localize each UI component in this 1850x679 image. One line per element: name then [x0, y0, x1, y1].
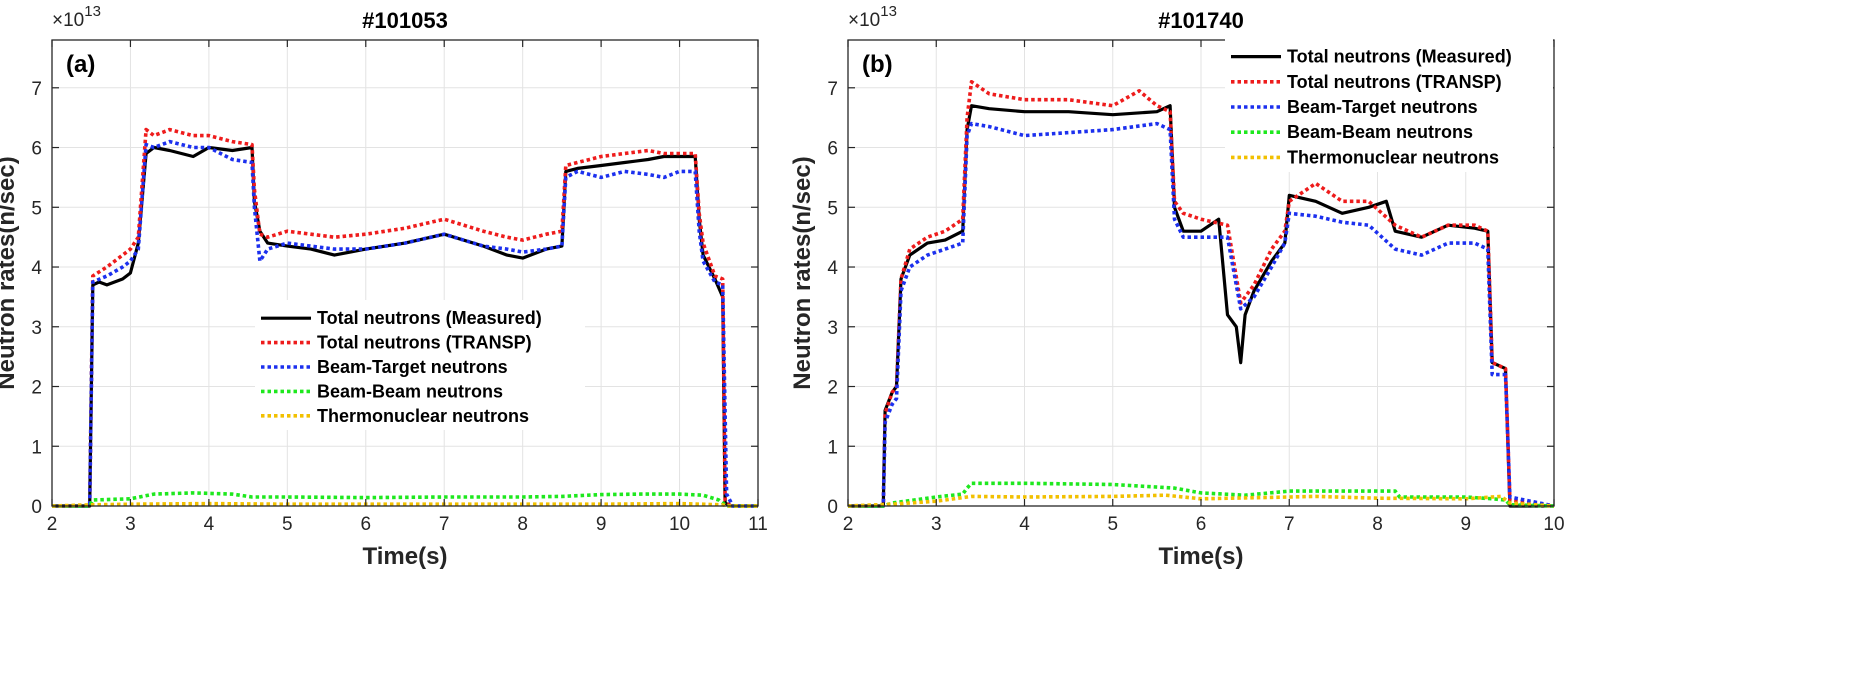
series-line-beam-beam-neutrons — [848, 481, 1555, 508]
x-axis-label: Time(s) — [1159, 543, 1244, 570]
x-tick-label: 10 — [669, 514, 690, 535]
panel-a: 2 3 4 5 6 7 8 9 10 11 0 1 2 3 4 5 6 7 ×1013 #101053 (a) Time(… — [0, 3, 768, 570]
panel-label: (b) — [862, 51, 893, 78]
y-axis-label: Neutron rates(n/sec) — [0, 156, 20, 389]
y-exponent-label: ×1013 — [52, 3, 101, 31]
y-tick-label: 4 — [827, 258, 838, 279]
y-exponent-power: 13 — [880, 3, 897, 20]
x-tick-label: 3 — [931, 514, 942, 535]
series-line-beam-beam-neutrons — [52, 491, 758, 508]
y-tick-label: 3 — [31, 318, 42, 339]
y-tick-label: 1 — [31, 437, 42, 458]
y-exponent-power: 13 — [84, 3, 101, 20]
legend-entry-total-neutrons-transp: Total neutrons (TRANSP) — [317, 333, 532, 353]
y-exponent-base: ×10 — [52, 10, 84, 31]
series-line-total-neutrons-measured — [848, 104, 1554, 508]
y-tick-label: 2 — [31, 378, 42, 399]
y-tick-label: 7 — [827, 79, 838, 100]
x-tick-label: 7 — [1284, 514, 1295, 535]
x-tick-label: 5 — [1107, 514, 1118, 535]
legend-entry-thermonuclear-neutrons: Thermonuclear neutrons — [1287, 147, 1499, 167]
x-tick-label: 2 — [47, 514, 58, 535]
legend-entry-total-neutrons-measured: Total neutrons (Measured) — [317, 308, 542, 328]
y-tick-label: 3 — [827, 318, 838, 339]
y-exponent-label: ×1013 — [848, 3, 897, 31]
x-tick-label: 2 — [843, 514, 854, 535]
x-tick-label: 10 — [1543, 514, 1564, 535]
y-tick-label: 5 — [31, 198, 42, 219]
legend-entry-total-neutrons-measured: Total neutrons (Measured) — [1287, 47, 1512, 67]
legend-entry-beam-target-neutrons: Beam-Target neutrons — [317, 357, 508, 377]
x-tick-label: 11 — [748, 514, 768, 535]
y-tick-label: 5 — [827, 198, 838, 219]
legend-entry-thermonuclear-neutrons: Thermonuclear neutrons — [317, 406, 529, 426]
x-axis-label: Time(s) — [363, 543, 448, 570]
y-tick-label: 1 — [827, 437, 838, 458]
x-tick-label: 6 — [360, 514, 371, 535]
legend-background — [1225, 38, 1553, 172]
x-tick-label: 4 — [1019, 514, 1030, 535]
legend: Total neutrons (Measured) Total neutrons … — [255, 300, 585, 430]
legend: Total neutrons (Measured) Total neutrons … — [1225, 38, 1553, 172]
x-tick-label: 8 — [1372, 514, 1383, 535]
y-axis-label: Neutron rates(n/sec) — [789, 156, 816, 389]
x-tick-label: 9 — [596, 514, 607, 535]
legend-entry-beam-beam-neutrons: Beam-Beam neutrons — [317, 381, 503, 401]
y-tick-label: 0 — [827, 497, 838, 518]
series-line-beam-target-neutrons — [848, 121, 1555, 508]
y-exponent-base: ×10 — [848, 10, 880, 31]
x-tick-label: 5 — [282, 514, 293, 535]
x-tick-label: 9 — [1460, 514, 1471, 535]
chart-title: #101740 — [1158, 8, 1244, 33]
series-line-thermonuclear-neutrons — [847, 493, 1555, 508]
series-line-total-neutrons-transp — [848, 80, 1555, 508]
plot-area — [52, 40, 758, 506]
y-tick-label: 6 — [31, 139, 42, 160]
x-tick-label: 4 — [204, 514, 215, 535]
x-tick-label: 3 — [125, 514, 136, 535]
y-tick-label: 6 — [827, 139, 838, 160]
y-tick-label: 2 — [827, 378, 838, 399]
legend-entry-beam-target-neutrons: Beam-Target neutrons — [1287, 97, 1478, 117]
y-tick-label: 4 — [31, 258, 42, 279]
legend-entry-total-neutrons-transp: Total neutrons (TRANSP) — [1287, 72, 1502, 92]
chart-title: #101053 — [362, 8, 448, 33]
y-tick-label: 7 — [31, 79, 42, 100]
y-tick-label: 0 — [31, 497, 42, 518]
panel-b: 2 3 4 5 6 7 8 9 10 0 1 2 3 4 5 6 7 ×1013 #101740 (b) Time(s)… — [789, 3, 1565, 570]
x-tick-label: 7 — [439, 514, 450, 535]
legend-background — [255, 300, 585, 430]
legend-entry-beam-beam-neutrons: Beam-Beam neutrons — [1287, 122, 1473, 142]
x-tick-label: 8 — [517, 514, 528, 535]
x-tick-label: 6 — [1196, 514, 1207, 535]
series-line-total-neutrons-transp — [52, 127, 758, 508]
series-line-beam-target-neutrons — [52, 139, 758, 508]
axes-box — [51, 39, 759, 507]
panel-label: (a) — [66, 51, 95, 78]
